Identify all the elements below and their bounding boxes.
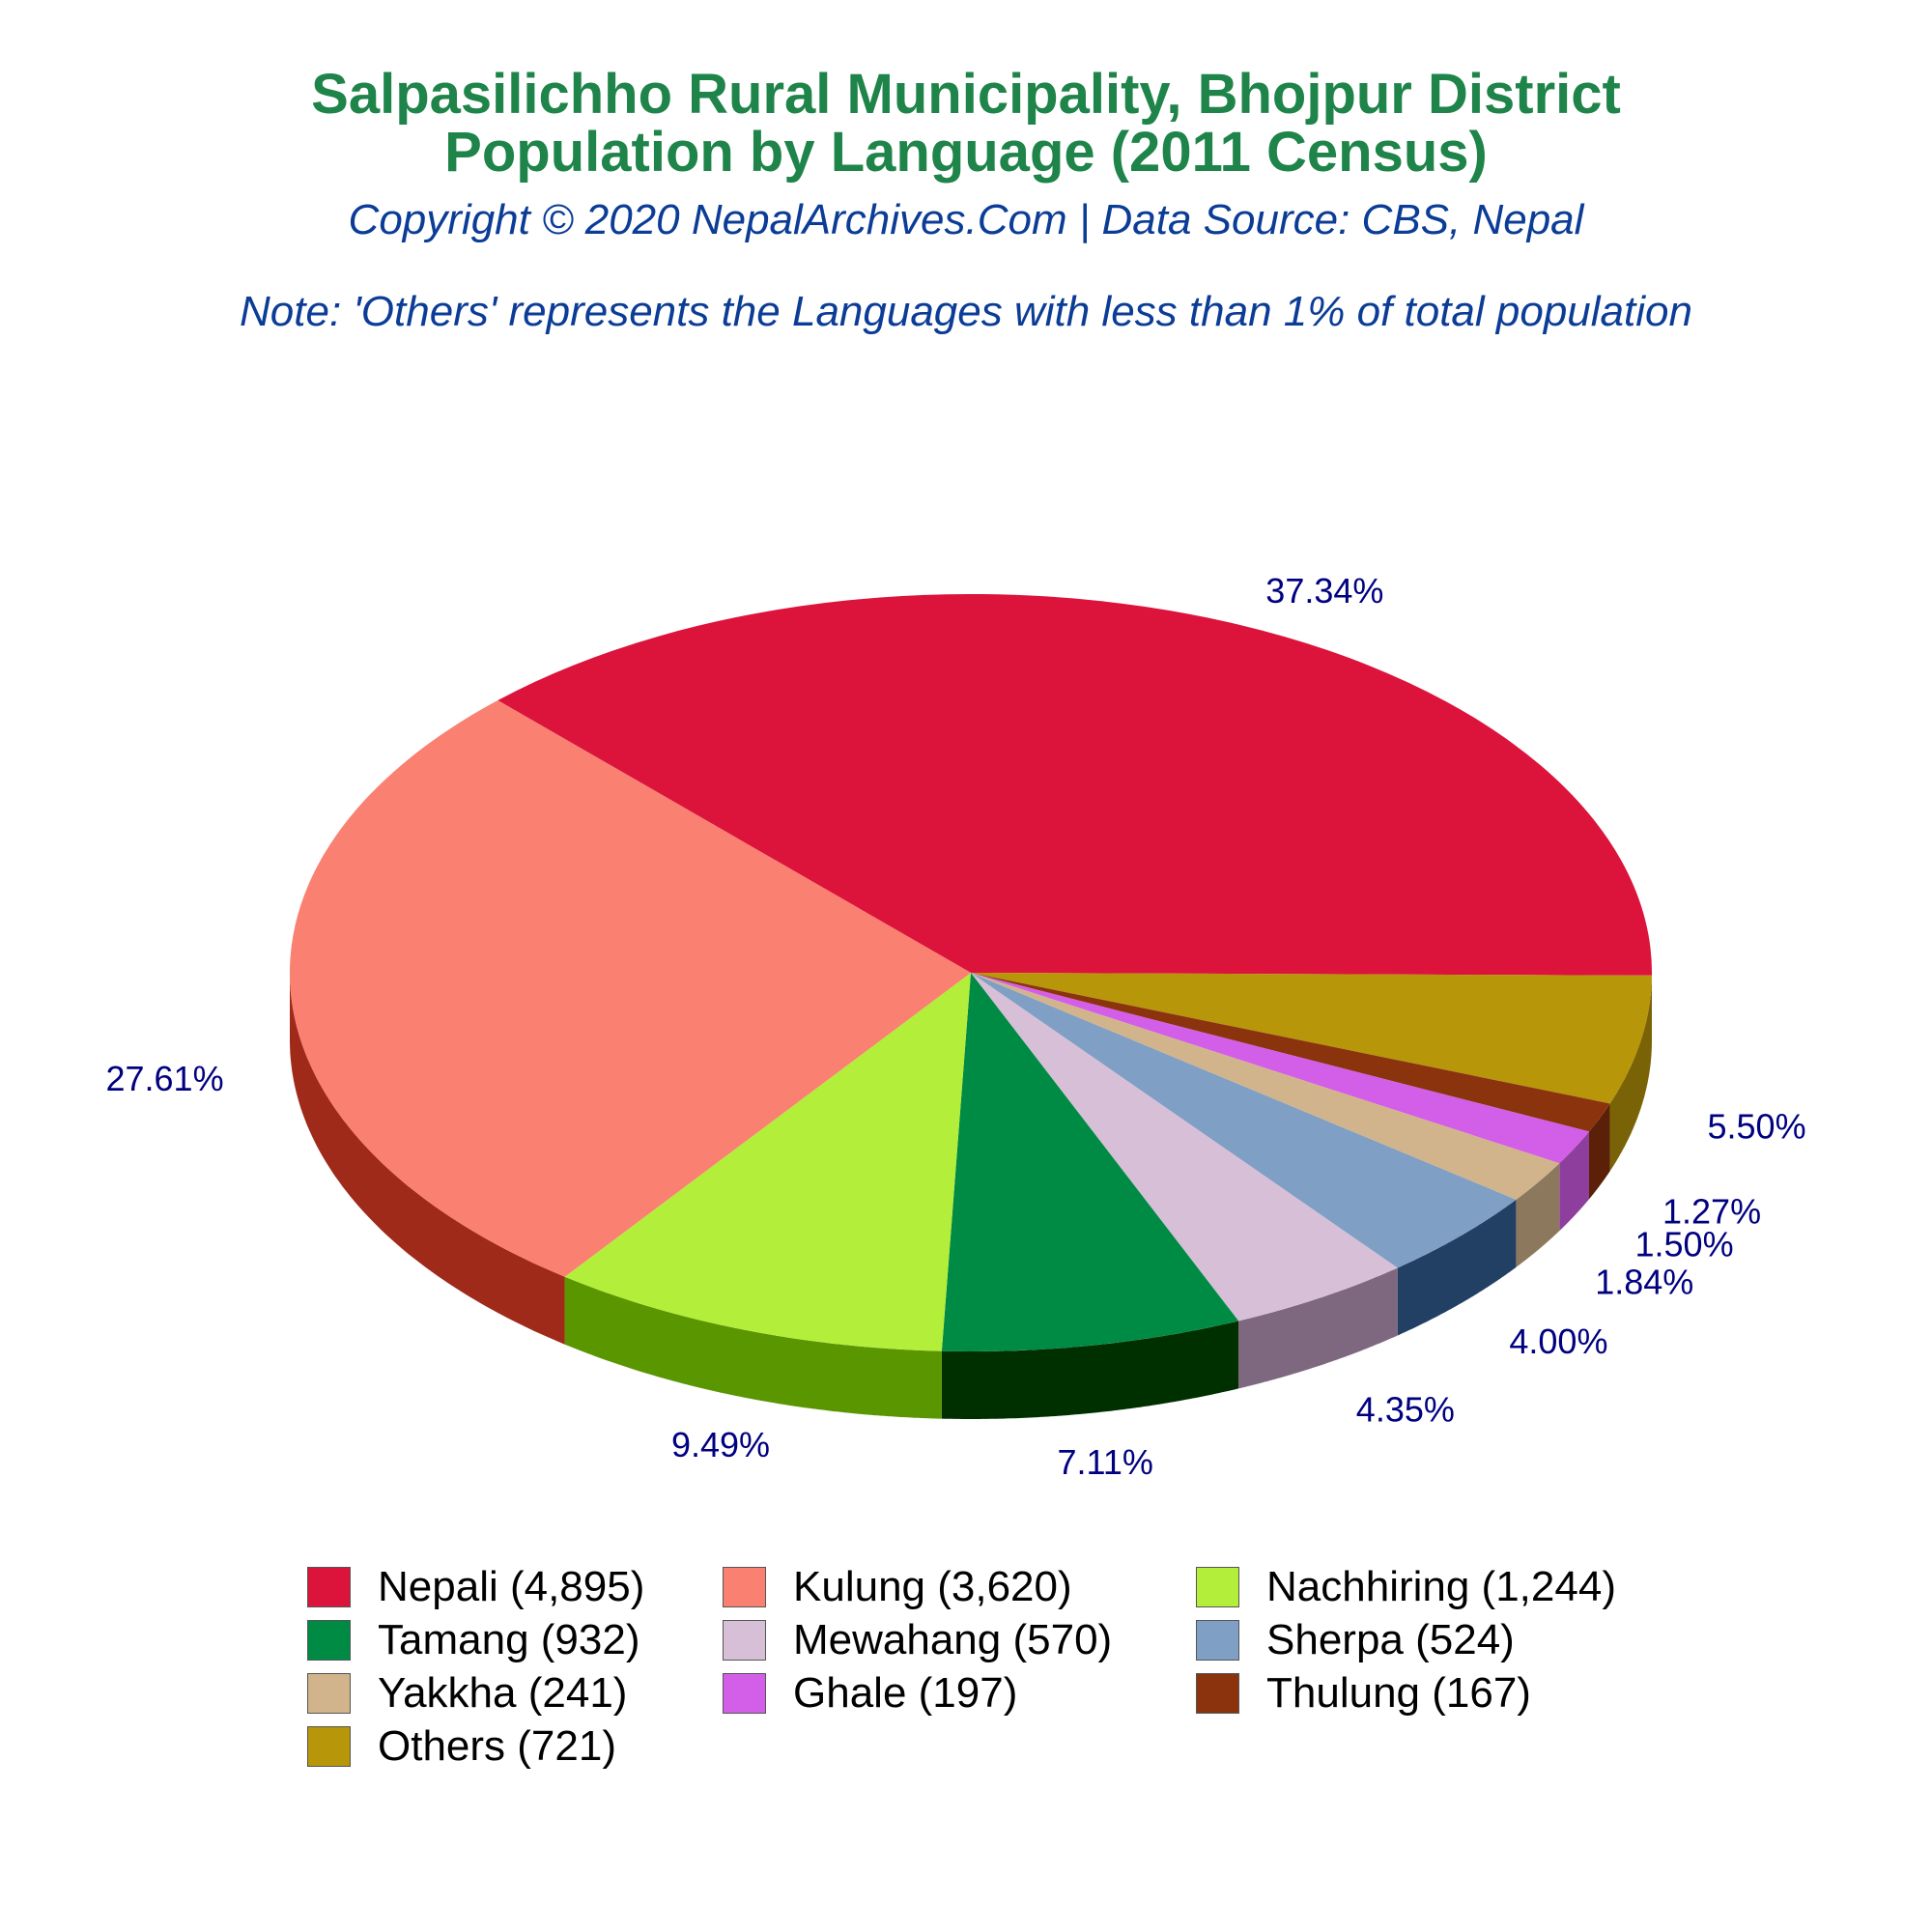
legend-item-nepali: Nepali (4,895) (307, 1560, 644, 1614)
pie-side-sherpa (1397, 1199, 1517, 1336)
pie-side-ghale (1559, 1131, 1589, 1232)
pie-side-mewahang (1238, 1267, 1398, 1389)
legend-item-ghale: Ghale (197) (723, 1666, 1017, 1720)
legend-item-kulung: Kulung (3,620) (723, 1560, 1072, 1614)
pie-label-kulung: 27.61% (105, 1059, 223, 1098)
pie-slice-kulung (289, 700, 971, 1277)
legend-label: Nepali (4,895) (378, 1563, 645, 1610)
legend-swatch (723, 1620, 766, 1661)
legend-swatch (1196, 1567, 1239, 1607)
legend-item-sherpa: Sherpa (524) (1196, 1613, 1515, 1667)
pie-label-nachhiring: 9.49% (671, 1425, 770, 1464)
pie-slice-tamang (941, 973, 1239, 1351)
pie-label-thulung: 1.27% (1662, 1191, 1761, 1231)
legend-item-thulung: Thulung (167) (1196, 1666, 1531, 1720)
pie-label-ghale: 1.50% (1635, 1224, 1734, 1264)
legend-swatch (307, 1567, 351, 1607)
pie-side-kulung (290, 975, 565, 1345)
pie-side-thulung (1589, 1103, 1610, 1200)
legend-item-nachhiring: Nachhiring (1,244) (1196, 1560, 1616, 1614)
pie-label-sherpa: 4.00% (1509, 1321, 1607, 1361)
pie-label-mewahang: 4.35% (1356, 1389, 1455, 1429)
legend-swatch (723, 1673, 766, 1714)
pie-side-nachhiring (564, 1276, 942, 1419)
chart-note: Note: 'Others' represents the Languages … (240, 288, 1692, 335)
chart-title: Salpasilichho Rural Municipality, Bhojpu… (311, 63, 1621, 126)
pie-slice-mewahang (971, 973, 1398, 1321)
legend-item-tamang: Tamang (932) (307, 1613, 639, 1667)
legend-item-yakkha: Yakkha (241) (307, 1666, 627, 1720)
pie-slices (289, 593, 1653, 1351)
legend-item-mewahang: Mewahang (570) (723, 1613, 1112, 1667)
pie-slice-nachhiring (564, 973, 971, 1351)
legend-label: Ghale (197) (793, 1669, 1018, 1717)
pie-label-nepali: 37.34% (1265, 571, 1383, 611)
legend-label: Mewahang (570) (793, 1616, 1113, 1663)
legend-swatch (307, 1726, 351, 1767)
pie-slice-ghale (971, 973, 1589, 1164)
pie-side-yakkha (1516, 1163, 1560, 1267)
chart-title-line2: Population by Language (2011 Census) (444, 121, 1488, 184)
pie-slice-thulung (971, 973, 1610, 1132)
pie-slice-nepali (497, 593, 1653, 976)
legend-label: Tamang (932) (378, 1616, 640, 1663)
legend-item-others: Others (721) (307, 1719, 616, 1774)
pie-slice-others (971, 973, 1652, 1104)
pie-slice-sherpa (971, 973, 1517, 1268)
legend-swatch (307, 1620, 351, 1661)
legend-label: Thulung (167) (1266, 1669, 1531, 1717)
legend-label: Kulung (3,620) (793, 1563, 1072, 1610)
chart-subtitle: Copyright © 2020 NepalArchives.Com | Dat… (348, 196, 1584, 243)
legend-swatch (723, 1567, 766, 1607)
pie-side-others (1609, 975, 1652, 1172)
pie-label-others: 5.50% (1708, 1106, 1806, 1146)
legend-label: Nachhiring (1,244) (1266, 1563, 1616, 1610)
pie-labels: 37.34% 5.50% 1.27%1.50%1.84% 4.00% 4.35% 7.11… (105, 571, 1805, 1482)
legend-swatch (1196, 1620, 1239, 1661)
pie-label-tamang: 7.11% (1057, 1442, 1152, 1482)
pie-label-yakkha: 1.84% (1595, 1263, 1693, 1302)
legend-label: Others (721) (378, 1722, 616, 1770)
legend-swatch (1196, 1673, 1239, 1714)
legend-label: Yakkha (241) (378, 1669, 628, 1717)
pie-side-tamang (941, 1321, 1239, 1419)
legend-label: Sherpa (524) (1266, 1616, 1515, 1663)
pie-slice-yakkha (971, 973, 1560, 1200)
pie-sides (290, 975, 1652, 1419)
legend-swatch (307, 1673, 351, 1714)
